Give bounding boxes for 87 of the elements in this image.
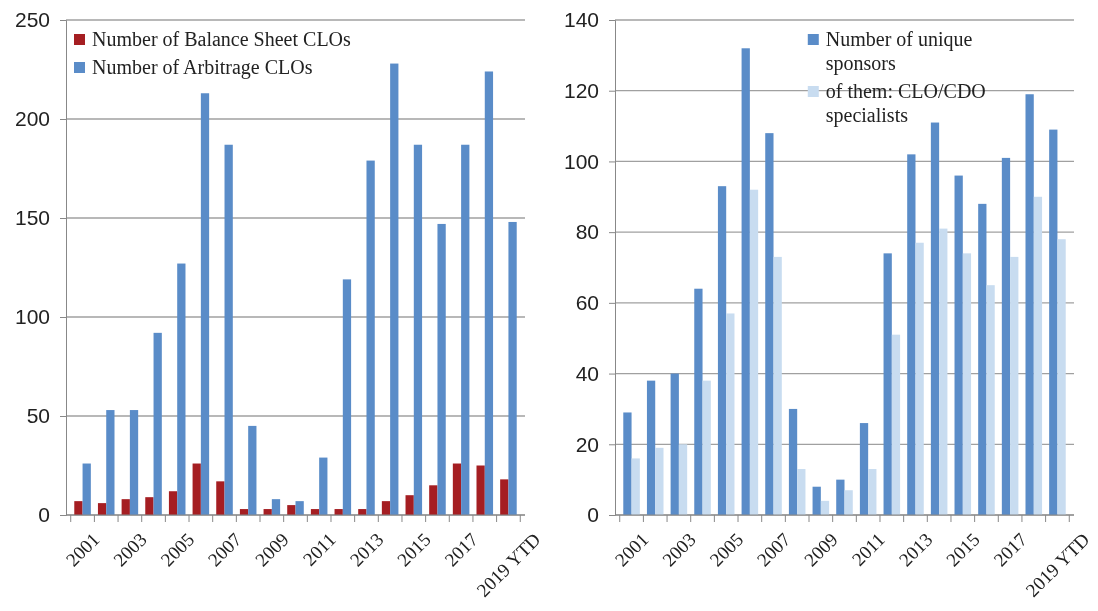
bar [216, 481, 225, 515]
bar [82, 463, 91, 515]
bar [646, 380, 656, 515]
bar [366, 160, 375, 515]
bar [836, 479, 845, 515]
y-tick-label: 150 [14, 206, 50, 230]
bar [868, 469, 877, 515]
bar [342, 279, 352, 515]
y-tick-label: 120 [563, 78, 599, 102]
bar [452, 463, 462, 515]
bar [670, 373, 679, 515]
bar [678, 444, 688, 515]
bar [859, 423, 869, 515]
legend-label: Number of Balance Sheet CLOs [92, 28, 352, 50]
bar [1010, 256, 1019, 515]
bar [812, 486, 821, 515]
bar [797, 469, 806, 515]
bar [74, 501, 83, 515]
bar [962, 253, 972, 515]
y-tick-label: 50 [26, 404, 50, 428]
y-tick-label: 60 [575, 291, 599, 315]
y-tick-label: 140 [563, 8, 599, 32]
bar [429, 485, 438, 515]
y-tick-label: 0 [38, 503, 50, 527]
bar [749, 189, 759, 515]
bar [106, 410, 115, 515]
bar [741, 48, 750, 515]
bar [883, 253, 892, 515]
bar [97, 503, 107, 515]
bar [271, 499, 281, 515]
bar [177, 263, 186, 515]
bar [287, 505, 296, 515]
bar [623, 412, 632, 515]
y-tick-label: 100 [563, 149, 599, 173]
bar [200, 93, 210, 515]
bar [1057, 239, 1066, 515]
bar [319, 457, 328, 515]
y-tick-label: 80 [575, 220, 599, 244]
legend-label: of them: CLO/CDO specialists [825, 80, 986, 127]
bar [930, 122, 940, 515]
bar [500, 479, 509, 515]
bar [437, 223, 446, 515]
bar [726, 313, 735, 515]
bar [508, 221, 517, 515]
bar [224, 144, 233, 515]
bar [476, 465, 485, 515]
bar [484, 71, 494, 515]
bar [153, 332, 162, 515]
bar [915, 242, 924, 515]
bar [390, 63, 399, 515]
bar [192, 463, 201, 515]
bar [655, 447, 664, 515]
bar [1025, 94, 1034, 515]
bar [844, 490, 853, 515]
y-tick-label: 250 [14, 8, 50, 32]
bar [939, 228, 948, 515]
legend-label: Number of Arbitrage CLOs [92, 56, 313, 79]
y-tick-label: 200 [14, 107, 50, 131]
bar [986, 285, 995, 515]
bar [129, 410, 139, 515]
bar [1049, 129, 1058, 515]
bar [702, 380, 711, 515]
bar [1033, 196, 1043, 515]
bar [978, 203, 987, 515]
bar [717, 186, 727, 515]
bar [381, 501, 391, 515]
y-tick-label: 0 [587, 503, 599, 527]
y-tick-label: 40 [575, 361, 599, 385]
bar [295, 501, 304, 515]
bar [461, 144, 470, 515]
bar [405, 495, 414, 515]
bar [891, 334, 901, 515]
bar [773, 256, 782, 515]
bar [145, 497, 154, 515]
bar [694, 288, 703, 515]
bar [1001, 157, 1011, 515]
y-tick-label: 20 [575, 432, 599, 456]
bar [954, 175, 963, 515]
bar [248, 425, 257, 515]
bar [907, 154, 916, 515]
bar [788, 408, 798, 515]
bar [765, 133, 774, 515]
bar [631, 458, 640, 515]
y-tick-label: 100 [14, 305, 50, 329]
bar [413, 144, 423, 515]
bar [168, 491, 178, 515]
bar [121, 499, 130, 515]
